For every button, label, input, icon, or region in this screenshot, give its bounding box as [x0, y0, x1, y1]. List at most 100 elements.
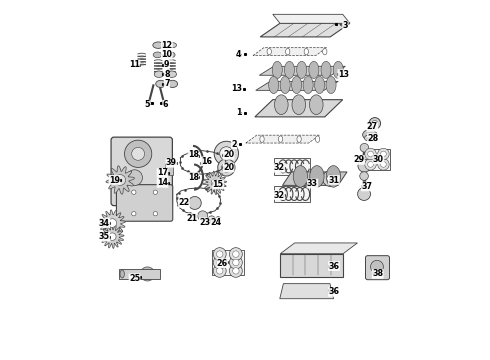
Ellipse shape	[153, 52, 162, 58]
Circle shape	[370, 260, 383, 273]
Polygon shape	[246, 135, 319, 143]
Ellipse shape	[278, 136, 283, 142]
Ellipse shape	[316, 136, 320, 142]
Text: 18: 18	[188, 150, 199, 159]
Circle shape	[132, 147, 145, 160]
Circle shape	[217, 251, 223, 257]
Ellipse shape	[286, 48, 290, 55]
Circle shape	[124, 140, 152, 167]
Text: 21: 21	[186, 213, 197, 222]
Circle shape	[218, 159, 235, 176]
Circle shape	[381, 162, 386, 167]
Ellipse shape	[285, 61, 294, 78]
Circle shape	[229, 248, 243, 261]
Ellipse shape	[167, 52, 175, 58]
Text: 8: 8	[164, 70, 170, 79]
Polygon shape	[203, 171, 227, 195]
Circle shape	[358, 159, 371, 172]
Circle shape	[153, 212, 157, 216]
Ellipse shape	[154, 71, 164, 77]
Text: 39: 39	[166, 158, 177, 167]
Text: 36: 36	[328, 262, 340, 271]
Circle shape	[358, 188, 370, 201]
Circle shape	[115, 175, 125, 185]
Text: 33: 33	[307, 179, 318, 188]
Ellipse shape	[326, 76, 336, 94]
Circle shape	[368, 162, 373, 167]
Polygon shape	[106, 166, 134, 194]
Text: 32: 32	[274, 163, 285, 172]
Text: 25: 25	[129, 274, 140, 283]
Ellipse shape	[215, 217, 221, 225]
Bar	[212, 250, 244, 275]
Circle shape	[327, 175, 334, 182]
Ellipse shape	[303, 76, 313, 94]
Circle shape	[217, 267, 223, 274]
Text: 13: 13	[338, 70, 349, 79]
Polygon shape	[280, 254, 343, 277]
Polygon shape	[259, 66, 345, 75]
Text: 9: 9	[164, 60, 170, 69]
Text: 5: 5	[145, 100, 150, 109]
Ellipse shape	[267, 48, 271, 55]
Text: 15: 15	[213, 180, 223, 189]
Ellipse shape	[321, 61, 331, 78]
Circle shape	[365, 148, 376, 160]
Circle shape	[378, 159, 389, 170]
Circle shape	[153, 190, 157, 194]
Text: 18: 18	[188, 173, 199, 182]
Text: 32: 32	[274, 190, 285, 199]
Ellipse shape	[292, 76, 302, 94]
FancyBboxPatch shape	[366, 256, 390, 280]
Circle shape	[132, 212, 136, 216]
Circle shape	[365, 159, 376, 170]
Ellipse shape	[153, 42, 164, 48]
Circle shape	[213, 256, 226, 269]
Ellipse shape	[140, 267, 155, 281]
Circle shape	[217, 259, 223, 266]
Ellipse shape	[310, 166, 324, 187]
Circle shape	[211, 179, 219, 186]
Ellipse shape	[272, 61, 282, 78]
Polygon shape	[260, 23, 350, 37]
Polygon shape	[99, 210, 125, 236]
Text: 7: 7	[164, 80, 170, 89]
Ellipse shape	[322, 48, 327, 55]
Text: 31: 31	[328, 176, 340, 185]
Ellipse shape	[315, 76, 324, 94]
Circle shape	[224, 166, 228, 169]
Text: 20: 20	[223, 163, 234, 172]
Text: 36: 36	[328, 287, 340, 296]
Text: 37: 37	[362, 182, 372, 191]
Circle shape	[214, 141, 239, 166]
Circle shape	[322, 171, 338, 186]
Text: 19: 19	[109, 176, 120, 185]
Text: 24: 24	[211, 218, 222, 227]
Ellipse shape	[309, 61, 319, 78]
Ellipse shape	[156, 80, 166, 87]
Circle shape	[126, 170, 143, 185]
Polygon shape	[282, 172, 347, 185]
Ellipse shape	[260, 136, 264, 142]
Bar	[119, 269, 160, 279]
Text: 28: 28	[368, 134, 379, 143]
Circle shape	[233, 267, 239, 274]
Bar	[274, 158, 310, 175]
Polygon shape	[280, 284, 334, 299]
Circle shape	[132, 190, 136, 194]
Circle shape	[378, 148, 389, 160]
Text: 11: 11	[129, 60, 140, 69]
Text: 13: 13	[232, 84, 243, 93]
Text: 30: 30	[373, 155, 384, 164]
Circle shape	[109, 233, 116, 240]
Circle shape	[233, 259, 239, 266]
Ellipse shape	[293, 166, 308, 187]
Ellipse shape	[120, 270, 124, 278]
Ellipse shape	[280, 76, 290, 94]
Ellipse shape	[365, 135, 375, 141]
Text: 12: 12	[161, 41, 172, 50]
Text: 16: 16	[201, 157, 212, 166]
Text: 2: 2	[231, 140, 237, 149]
Ellipse shape	[146, 102, 152, 105]
Circle shape	[233, 251, 239, 257]
